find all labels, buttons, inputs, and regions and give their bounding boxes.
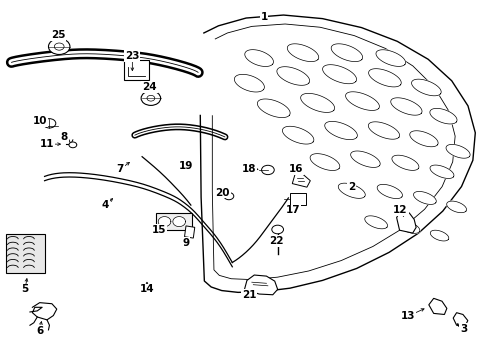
Polygon shape <box>276 67 309 85</box>
Polygon shape <box>390 98 421 115</box>
Circle shape <box>271 225 283 234</box>
Polygon shape <box>429 165 453 179</box>
Polygon shape <box>411 79 440 96</box>
Text: 9: 9 <box>182 238 189 248</box>
Circle shape <box>261 165 274 175</box>
Bar <box>5 234 44 273</box>
Polygon shape <box>446 201 466 213</box>
Polygon shape <box>309 154 339 171</box>
Polygon shape <box>413 192 435 204</box>
Circle shape <box>224 193 233 200</box>
Text: 25: 25 <box>51 30 65 40</box>
Circle shape <box>147 95 155 101</box>
Text: 23: 23 <box>125 51 139 61</box>
Polygon shape <box>234 75 264 92</box>
Polygon shape <box>428 298 446 315</box>
Text: 20: 20 <box>215 188 229 198</box>
Circle shape <box>43 119 56 128</box>
Bar <box>123 60 149 80</box>
Polygon shape <box>398 221 419 233</box>
Polygon shape <box>345 92 379 111</box>
Polygon shape <box>368 69 401 87</box>
Text: 19: 19 <box>179 161 193 171</box>
Polygon shape <box>376 184 402 199</box>
Polygon shape <box>282 126 313 144</box>
Text: 18: 18 <box>242 164 256 174</box>
Circle shape <box>69 142 77 148</box>
Text: 7: 7 <box>116 164 123 174</box>
Text: 1: 1 <box>260 12 267 22</box>
Polygon shape <box>257 99 289 118</box>
Bar <box>156 213 192 230</box>
Polygon shape <box>367 122 399 139</box>
Text: 13: 13 <box>400 311 414 321</box>
Text: 6: 6 <box>36 325 43 336</box>
Text: 11: 11 <box>40 139 54 149</box>
Text: 10: 10 <box>32 116 47 126</box>
Polygon shape <box>322 65 356 84</box>
Polygon shape <box>429 230 448 241</box>
Circle shape <box>48 39 70 54</box>
Text: 22: 22 <box>268 236 283 246</box>
Polygon shape <box>350 151 380 167</box>
Polygon shape <box>338 183 365 198</box>
Polygon shape <box>330 44 362 62</box>
Text: 5: 5 <box>21 284 29 294</box>
Text: 3: 3 <box>459 324 467 334</box>
Circle shape <box>141 91 160 105</box>
Polygon shape <box>396 211 415 233</box>
Polygon shape <box>445 144 469 158</box>
Polygon shape <box>172 217 185 226</box>
Polygon shape <box>364 216 386 229</box>
Text: 17: 17 <box>285 206 300 216</box>
Polygon shape <box>300 93 334 112</box>
Text: 4: 4 <box>102 200 109 210</box>
Text: 24: 24 <box>142 82 157 92</box>
Text: 15: 15 <box>152 225 166 235</box>
Polygon shape <box>292 172 310 187</box>
Text: 14: 14 <box>140 284 154 294</box>
Polygon shape <box>244 275 277 295</box>
Circle shape <box>54 43 64 50</box>
Bar <box>290 193 305 205</box>
Text: 21: 21 <box>242 290 256 300</box>
Polygon shape <box>324 121 357 140</box>
Polygon shape <box>429 108 456 124</box>
Polygon shape <box>452 313 467 326</box>
Polygon shape <box>244 50 273 67</box>
Polygon shape <box>409 131 437 147</box>
Polygon shape <box>391 155 418 170</box>
Text: 8: 8 <box>61 132 67 142</box>
Text: 2: 2 <box>347 182 355 192</box>
Polygon shape <box>158 217 170 226</box>
Text: 12: 12 <box>392 206 407 216</box>
Polygon shape <box>375 50 405 66</box>
Polygon shape <box>184 226 194 238</box>
Text: 16: 16 <box>288 164 303 174</box>
Polygon shape <box>286 44 318 62</box>
